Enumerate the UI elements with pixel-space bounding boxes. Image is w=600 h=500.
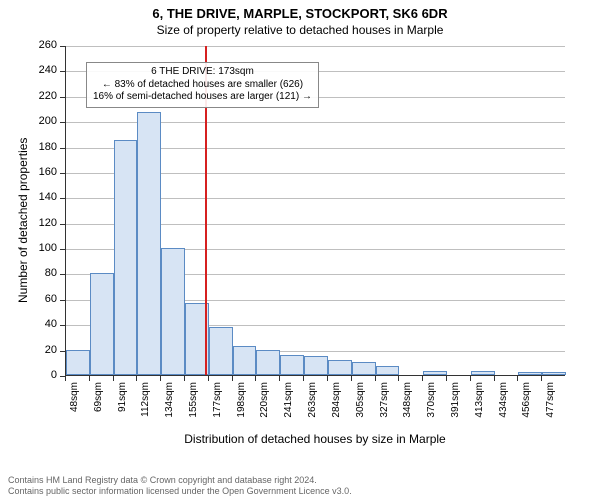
histogram-bar <box>423 371 447 375</box>
histogram-bar <box>471 371 495 375</box>
y-tick-label: 80 <box>29 267 57 279</box>
y-tick-label: 180 <box>29 141 57 153</box>
y-tick-label: 40 <box>29 318 57 330</box>
x-tick-label: 134sqm <box>164 382 175 432</box>
histogram-bar <box>542 372 566 375</box>
x-tick-label: 434sqm <box>498 382 509 432</box>
x-tick-label: 284sqm <box>331 382 342 432</box>
y-axis-label: Number of detached properties <box>16 138 30 303</box>
grid-line <box>66 46 565 47</box>
plot-area: 6 THE DRIVE: 173sqm ← 83% of detached ho… <box>65 46 565 376</box>
x-tick-label: 177sqm <box>212 382 223 432</box>
histogram-bar <box>280 355 304 375</box>
x-axis-label: Distribution of detached houses by size … <box>65 432 565 446</box>
x-tick-label: 477sqm <box>545 382 556 432</box>
y-tick-label: 160 <box>29 166 57 178</box>
y-tick-label: 260 <box>29 39 57 51</box>
histogram-bar <box>66 350 90 375</box>
x-tick-label: 391sqm <box>450 382 461 432</box>
histogram-bar <box>114 140 138 375</box>
x-tick-label: 348sqm <box>402 382 413 432</box>
chart-subtitle: Size of property relative to detached ho… <box>0 21 600 37</box>
x-tick-label: 413sqm <box>474 382 485 432</box>
chart-container: 6, THE DRIVE, MARPLE, STOCKPORT, SK6 6DR… <box>0 0 600 500</box>
y-tick-label: 0 <box>29 369 57 381</box>
histogram-bar <box>328 360 352 375</box>
annotation-line2: ← 83% of detached houses are smaller (62… <box>93 79 312 92</box>
y-tick-label: 200 <box>29 115 57 127</box>
y-tick-label: 140 <box>29 191 57 203</box>
y-tick-label: 220 <box>29 90 57 102</box>
x-tick-label: 220sqm <box>259 382 270 432</box>
chart-title: 6, THE DRIVE, MARPLE, STOCKPORT, SK6 6DR <box>0 0 600 21</box>
histogram-bar <box>304 356 328 375</box>
annotation-box: 6 THE DRIVE: 173sqm ← 83% of detached ho… <box>86 62 319 108</box>
x-tick-label: 112sqm <box>140 382 151 432</box>
footer-line2: Contains public sector information licen… <box>8 486 352 497</box>
histogram-bar <box>137 112 161 375</box>
y-tick-label: 100 <box>29 242 57 254</box>
footer: Contains HM Land Registry data © Crown c… <box>8 475 352 497</box>
x-tick-label: 198sqm <box>236 382 247 432</box>
footer-line1: Contains HM Land Registry data © Crown c… <box>8 475 352 486</box>
annotation-line3: 16% of semi-detached houses are larger (… <box>93 91 312 104</box>
y-tick-label: 120 <box>29 217 57 229</box>
x-tick-label: 91sqm <box>117 382 128 432</box>
y-tick-label: 240 <box>29 64 57 76</box>
histogram-bar <box>209 327 233 375</box>
histogram-bar <box>256 350 280 375</box>
x-tick-label: 263sqm <box>307 382 318 432</box>
histogram-bar <box>90 273 114 375</box>
histogram-bar <box>233 346 257 375</box>
x-tick-label: 48sqm <box>69 382 80 432</box>
x-tick-label: 370sqm <box>426 382 437 432</box>
histogram-bar <box>376 366 400 375</box>
annotation-line1: 6 THE DRIVE: 173sqm <box>93 66 312 79</box>
x-tick-label: 456sqm <box>521 382 532 432</box>
x-tick-label: 305sqm <box>355 382 366 432</box>
x-tick-label: 69sqm <box>93 382 104 432</box>
histogram-bar <box>161 248 185 375</box>
y-tick-label: 20 <box>29 344 57 356</box>
x-tick-label: 327sqm <box>379 382 390 432</box>
x-tick-label: 155sqm <box>188 382 199 432</box>
histogram-bar <box>518 372 542 375</box>
y-tick-label: 60 <box>29 293 57 305</box>
x-tick-label: 241sqm <box>283 382 294 432</box>
histogram-bar <box>352 362 376 375</box>
